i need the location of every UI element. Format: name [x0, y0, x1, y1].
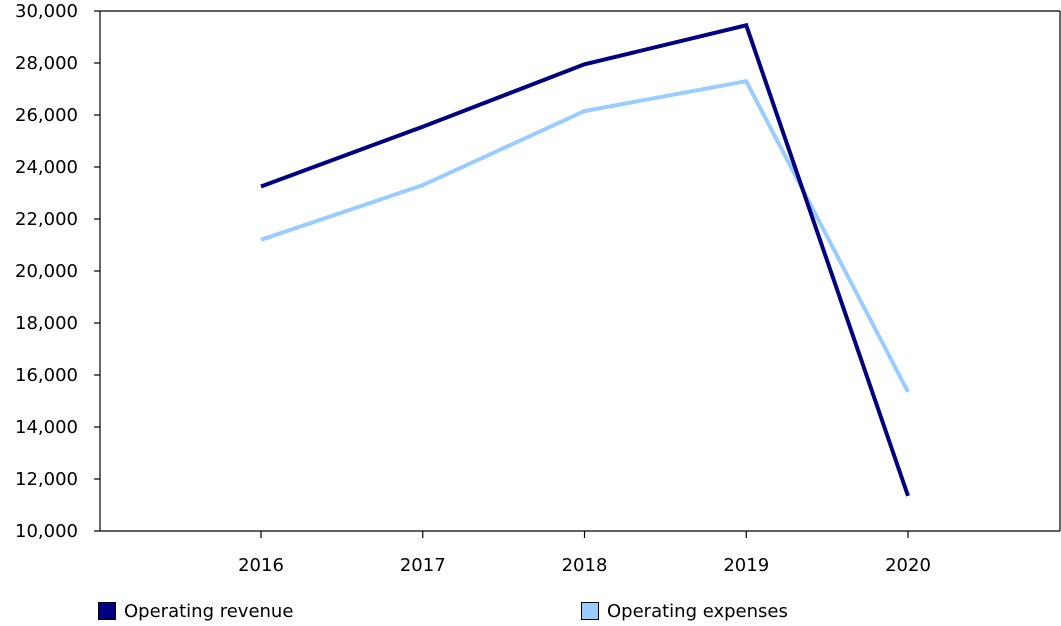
- y-tick-label: 14,000: [15, 417, 78, 438]
- legend-label-operating-expenses: Operating expenses: [607, 600, 788, 622]
- y-tick-label: 18,000: [15, 313, 78, 334]
- series-line-operating-revenue: [260, 22, 910, 497]
- y-tick-label: 24,000: [15, 157, 78, 178]
- x-tick-label: 2020: [885, 555, 931, 576]
- y-tick-label: 28,000: [15, 53, 78, 74]
- legend-item-operating-revenue: Operating revenue: [98, 598, 293, 624]
- y-tick-label: 20,000: [15, 261, 78, 282]
- legend-label-operating-revenue: Operating revenue: [124, 600, 294, 622]
- y-tick-label: 12,000: [15, 469, 78, 490]
- series-line-operating-expenses: [260, 78, 910, 393]
- y-tick-label: 10,000: [15, 521, 78, 542]
- x-tick-label: 2017: [400, 555, 446, 576]
- series-lines: [260, 22, 910, 497]
- y-tick-label: 22,000: [15, 209, 78, 230]
- y-axis-ticks: 10,000 12,000 14,000 16,000 18,000 20,000 22,0…: [15, 1, 100, 542]
- legend-swatch-operating-revenue: [98, 602, 116, 620]
- y-tick-label: 16,000: [15, 365, 78, 386]
- y-tick-label: 26,000: [15, 105, 78, 126]
- x-tick-label: 2019: [723, 555, 769, 576]
- x-axis-ticks: 2016 2017 2018 2019 2020: [238, 531, 931, 576]
- x-tick-label: 2016: [238, 555, 284, 576]
- x-tick-label: 2018: [562, 555, 608, 576]
- y-tick-label: 30,000: [15, 1, 78, 22]
- legend-item-operating-expenses: Operating expenses: [581, 598, 788, 624]
- legend-swatch-operating-expenses: [581, 602, 599, 620]
